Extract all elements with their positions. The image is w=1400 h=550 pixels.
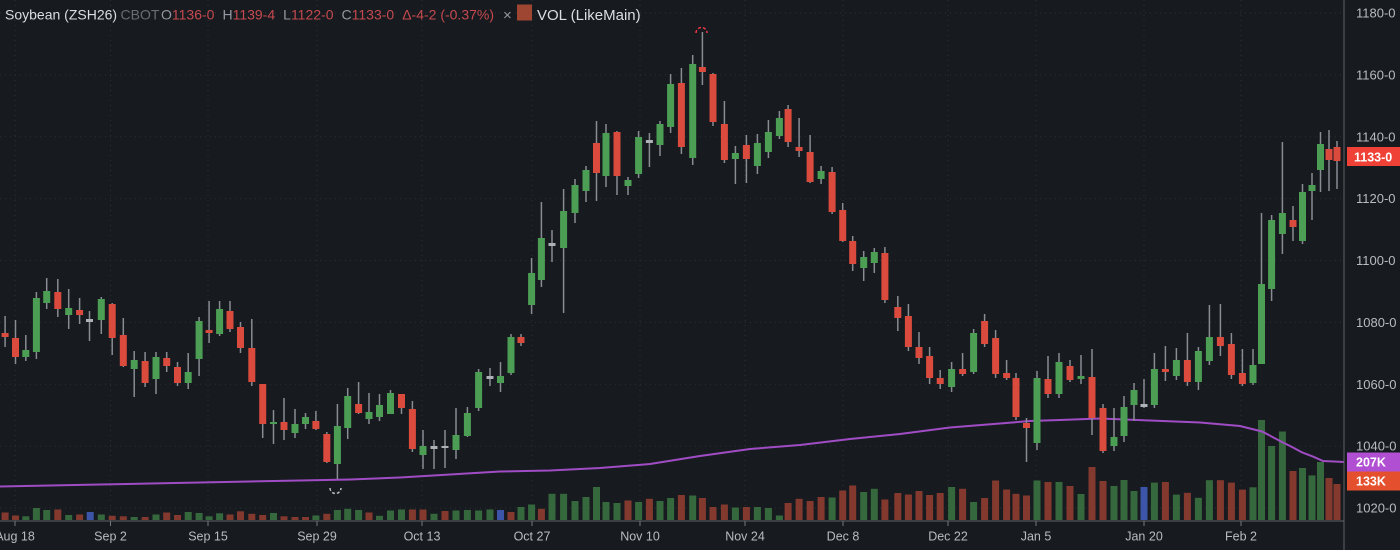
svg-text:Sep 15: Sep 15 [188,530,228,544]
svg-text:CBOT: CBOT [121,7,160,23]
svg-text:Dec 22: Dec 22 [928,530,968,544]
svg-text:1180-0: 1180-0 [1356,6,1396,21]
svg-text:Nov 10: Nov 10 [620,530,660,544]
svg-text:1080-0: 1080-0 [1356,315,1396,330]
svg-text:Nov 24: Nov 24 [725,530,765,544]
svg-text:×: × [503,7,512,24]
svg-text:1160-0: 1160-0 [1356,67,1396,82]
svg-text:1100-0: 1100-0 [1356,253,1396,268]
svg-text:Soybean (ZSH26): Soybean (ZSH26) [5,7,117,23]
svg-text:1140-0: 1140-0 [1356,129,1396,144]
svg-text:Jan 20: Jan 20 [1125,530,1163,544]
svg-text:VOL (LikeMain): VOL (LikeMain) [537,7,641,24]
svg-text:1120-0: 1120-0 [1356,191,1396,206]
svg-text:Feb 2: Feb 2 [1225,530,1257,544]
svg-text:1040-0: 1040-0 [1356,439,1396,454]
svg-text:Oct 13: Oct 13 [404,530,441,544]
svg-text:Jan 5: Jan 5 [1021,530,1052,544]
svg-text:1060-0: 1060-0 [1356,377,1396,392]
svg-text:Aug 18: Aug 18 [0,530,35,544]
svg-text:207K: 207K [1356,456,1386,470]
svg-text:Sep 2: Sep 2 [94,530,127,544]
svg-text:1133-0: 1133-0 [1354,151,1392,165]
svg-text:Sep 29: Sep 29 [297,530,337,544]
svg-text:Dec 8: Dec 8 [827,530,860,544]
svg-text:133K: 133K [1356,475,1386,489]
svg-text:1020-0: 1020-0 [1356,501,1396,516]
svg-text:Oct 27: Oct 27 [514,530,551,544]
